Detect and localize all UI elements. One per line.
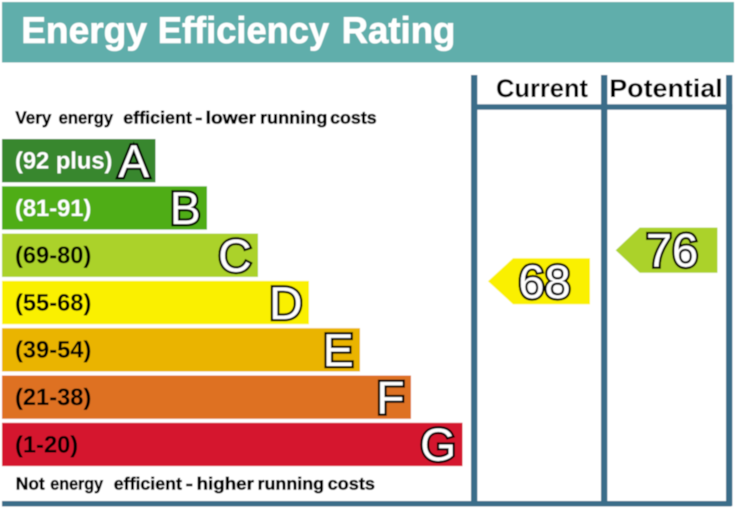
svg-text:76: 76 bbox=[646, 224, 698, 277]
svg-text:-: - bbox=[195, 107, 203, 127]
svg-text:(92 plus): (92 plus) bbox=[15, 149, 112, 175]
svg-text:Rating: Rating bbox=[342, 9, 456, 51]
svg-text:(1-20): (1-20) bbox=[15, 432, 78, 458]
svg-text:energy: energy bbox=[50, 474, 103, 494]
svg-text:G: G bbox=[420, 419, 456, 471]
svg-text:F: F bbox=[376, 371, 404, 423]
svg-text:A: A bbox=[118, 135, 149, 187]
svg-text:higher: higher bbox=[197, 474, 255, 494]
svg-text:D: D bbox=[269, 277, 302, 329]
svg-text:running: running bbox=[260, 107, 327, 127]
svg-text:(55-68): (55-68) bbox=[15, 290, 91, 316]
svg-text:costs: costs bbox=[328, 474, 375, 494]
svg-text:costs: costs bbox=[330, 107, 377, 127]
svg-text:B: B bbox=[170, 182, 201, 234]
svg-text:68: 68 bbox=[518, 255, 570, 308]
svg-text:(21-38): (21-38) bbox=[15, 385, 91, 411]
svg-text:efficient: efficient bbox=[114, 474, 182, 494]
svg-text:energy: energy bbox=[59, 107, 114, 127]
svg-text:C: C bbox=[218, 230, 251, 282]
svg-text:(81-91): (81-91) bbox=[15, 196, 91, 222]
svg-text:Not: Not bbox=[16, 474, 45, 494]
svg-text:Potential: Potential bbox=[609, 75, 723, 103]
svg-text:(39-54): (39-54) bbox=[15, 338, 91, 364]
svg-text:E: E bbox=[323, 324, 354, 376]
svg-text:Energy: Energy bbox=[21, 9, 147, 51]
svg-text:Current: Current bbox=[496, 75, 589, 103]
svg-text:efficient: efficient bbox=[123, 107, 192, 127]
svg-text:(69-80): (69-80) bbox=[15, 243, 91, 269]
svg-text:lower: lower bbox=[206, 107, 257, 127]
svg-text:-: - bbox=[186, 474, 194, 494]
svg-text:running: running bbox=[258, 474, 325, 494]
svg-text:Very: Very bbox=[15, 107, 51, 127]
svg-text:Efficiency: Efficiency bbox=[158, 9, 330, 51]
